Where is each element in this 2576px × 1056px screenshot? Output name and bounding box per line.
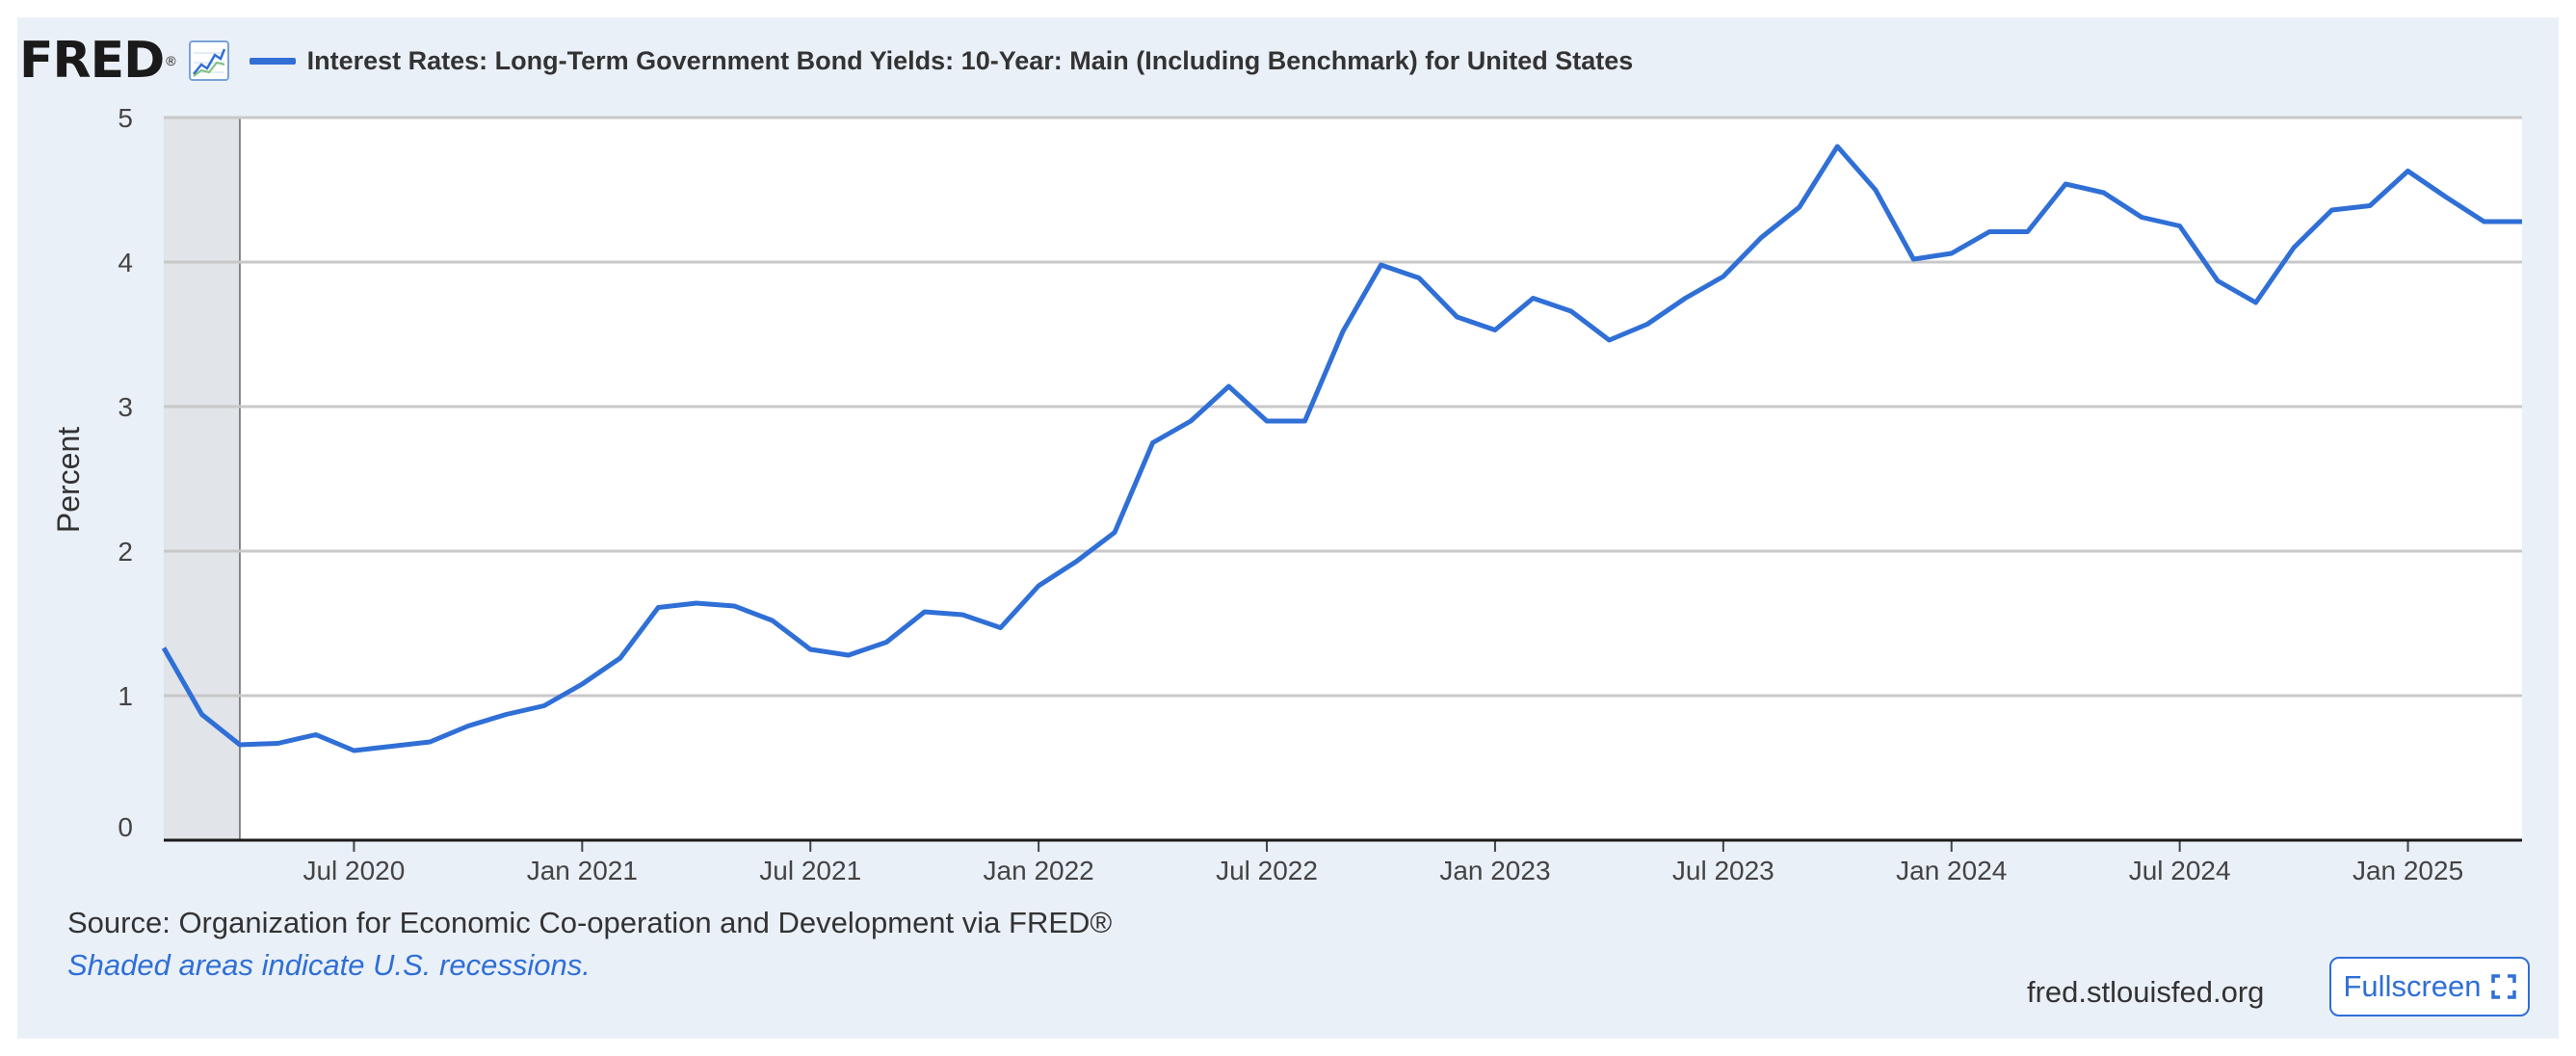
y-tick-label: 4 [118,248,133,277]
x-tick-label: Jul 2022 [1216,856,1318,885]
line-chart-icon [188,40,229,81]
fullscreen-label: Fullscreen [2343,969,2482,1003]
x-tick-label: Jan 2025 [2353,856,2463,885]
fullscreen-button[interactable]: Fullscreen [2329,957,2530,1016]
x-tick-label: Jul 2021 [759,856,861,885]
y-tick-label: 0 [118,812,133,842]
plot-area [164,118,2522,840]
registered-mark: ® [166,53,176,68]
x-tick-label: Jul 2020 [302,856,405,885]
recession-note[interactable]: Shaded areas indicate U.S. recessions. [67,948,591,982]
x-tick-label: Jan 2022 [984,856,1094,885]
source-text: Source: Organization for Economic Co-ope… [67,906,1113,939]
x-tick-label: Jan 2024 [1896,856,2007,885]
site-url[interactable]: fred.stlouisfed.org [2027,975,2265,1009]
y-tick-label: 1 [118,681,133,711]
y-tick-label: 2 [118,537,133,567]
legend-swatch [249,57,296,65]
x-tick-label: Jul 2023 [1672,856,1774,885]
series-line[interactable] [161,144,2522,753]
x-tick-label: Jul 2024 [2129,856,2231,885]
legend-label[interactable]: Interest Rates: Long-Term Government Bon… [306,45,1634,75]
x-tick-label: Jan 2021 [527,856,638,885]
x-tick-label: Jan 2023 [1439,856,1550,885]
fred-logo[interactable]: FRED [19,32,165,90]
y-tick-label: 3 [118,392,133,422]
chart-footer: Source: Organization for Economic Co-ope… [67,906,1112,983]
expand-icon [2490,974,2516,999]
recession-shading [164,118,240,840]
y-axis-label: Percent [51,427,86,533]
y-tick-label: 5 [118,103,133,133]
chart-header: FRED ® Interest Rates: Long-Term Governm… [19,17,1633,104]
